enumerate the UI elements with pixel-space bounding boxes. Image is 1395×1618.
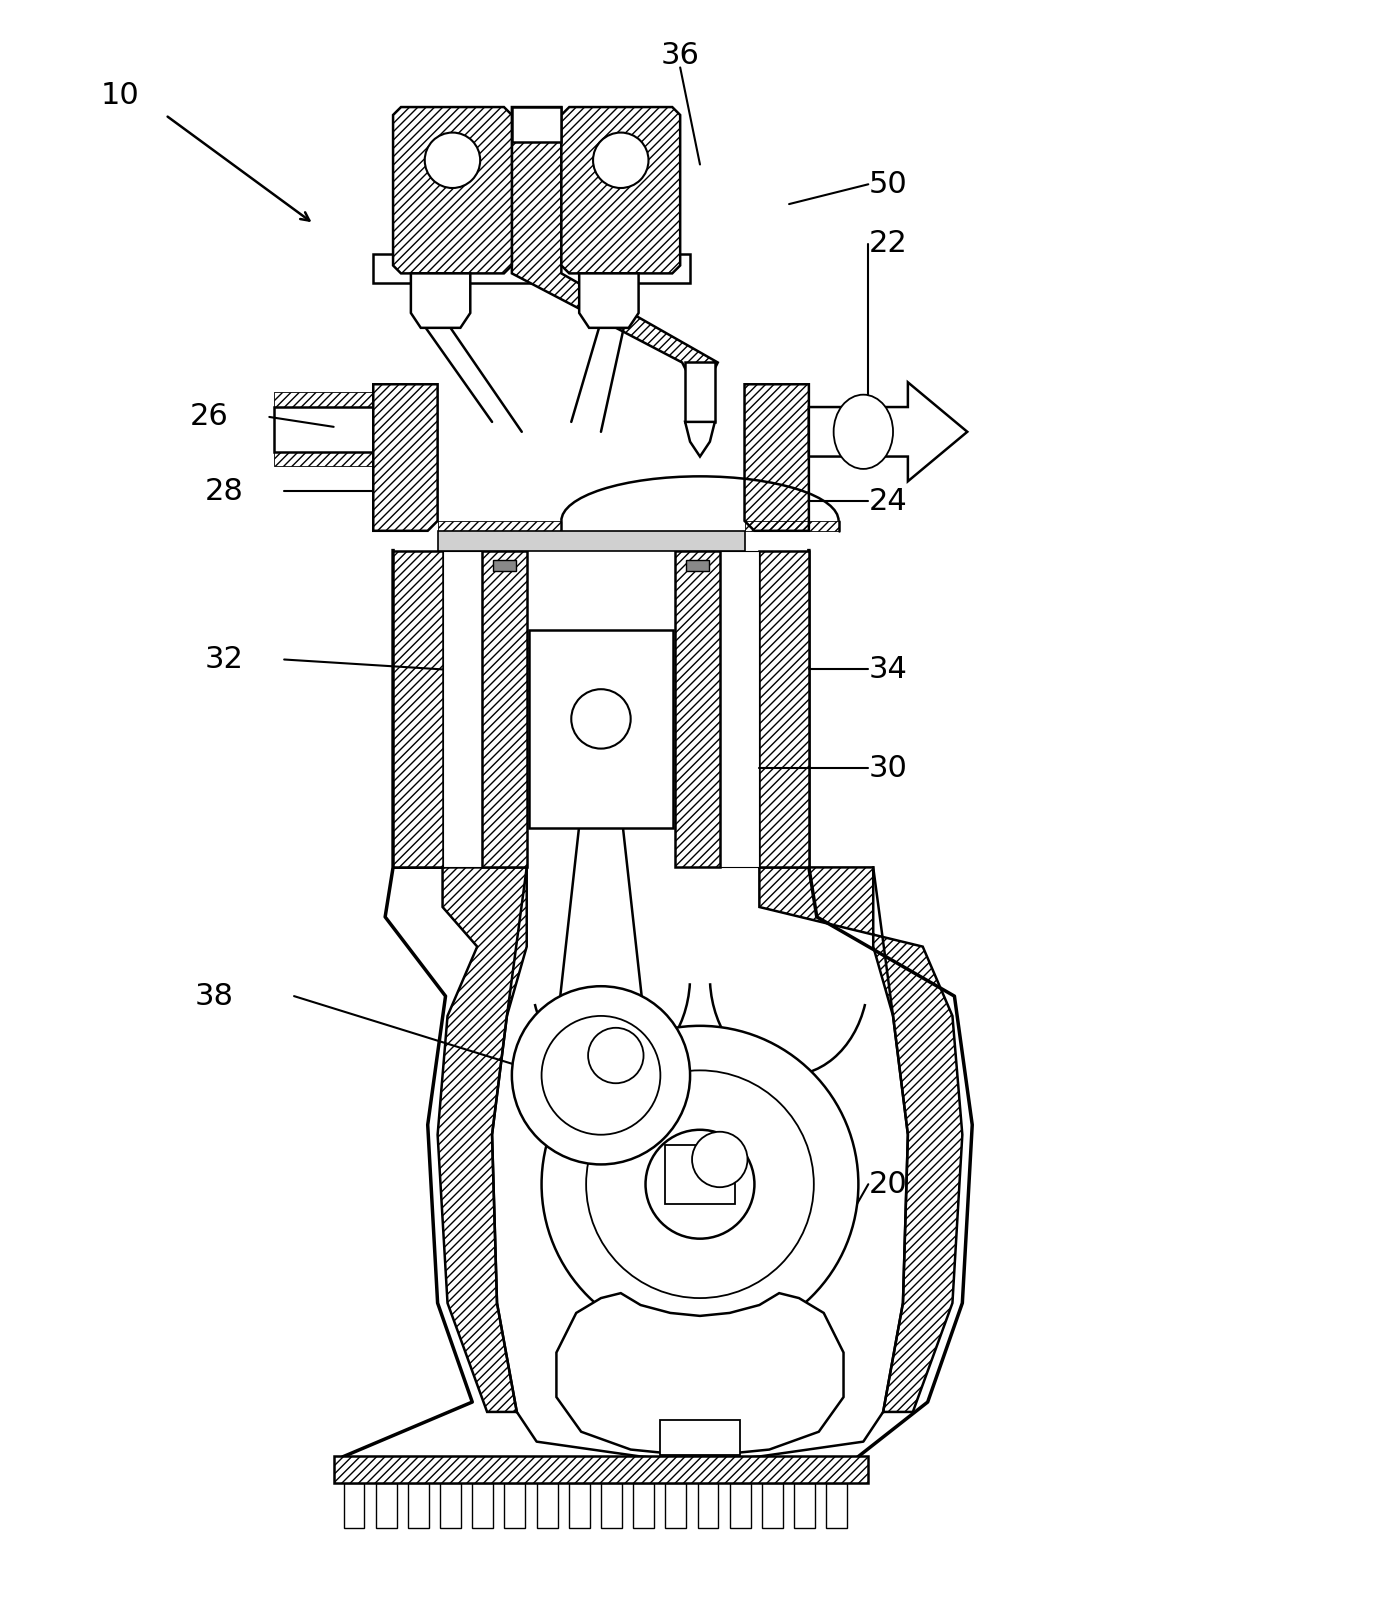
Polygon shape xyxy=(412,273,470,328)
Bar xyxy=(826,1484,847,1527)
Polygon shape xyxy=(579,273,639,328)
Bar xyxy=(665,1144,735,1204)
Circle shape xyxy=(646,1129,755,1239)
Text: 10: 10 xyxy=(100,81,140,110)
Polygon shape xyxy=(393,107,512,273)
Bar xyxy=(505,1484,526,1527)
Circle shape xyxy=(692,1131,748,1188)
Text: 30: 30 xyxy=(868,754,907,783)
Circle shape xyxy=(586,1071,813,1298)
Bar xyxy=(527,550,675,867)
Polygon shape xyxy=(809,382,967,481)
Text: 36: 36 xyxy=(661,40,700,70)
Bar xyxy=(685,560,710,571)
Bar xyxy=(375,1484,396,1527)
Bar xyxy=(665,1484,686,1527)
Circle shape xyxy=(541,1026,858,1343)
Bar xyxy=(512,107,561,142)
Bar xyxy=(473,1484,494,1527)
Circle shape xyxy=(572,689,631,749)
Polygon shape xyxy=(745,383,809,531)
Text: 38: 38 xyxy=(195,982,234,1011)
Circle shape xyxy=(541,1016,660,1134)
Polygon shape xyxy=(685,422,714,456)
Circle shape xyxy=(512,987,691,1165)
Bar xyxy=(537,1484,558,1527)
Bar xyxy=(483,550,527,867)
Bar xyxy=(698,1484,718,1527)
Bar xyxy=(343,1484,364,1527)
Bar xyxy=(685,362,714,422)
Polygon shape xyxy=(374,383,438,531)
Polygon shape xyxy=(557,1293,844,1455)
Bar xyxy=(492,560,516,571)
Text: 28: 28 xyxy=(205,477,244,506)
Circle shape xyxy=(593,133,649,188)
Bar xyxy=(569,1484,590,1527)
Bar xyxy=(438,531,745,550)
Bar xyxy=(759,550,809,867)
Text: 32: 32 xyxy=(205,646,244,675)
Text: 24: 24 xyxy=(868,487,907,516)
Bar xyxy=(529,629,674,828)
Bar xyxy=(660,1421,739,1455)
Polygon shape xyxy=(275,408,374,451)
Text: 34: 34 xyxy=(868,655,907,684)
Text: 22: 22 xyxy=(868,230,907,259)
Polygon shape xyxy=(561,107,681,273)
Bar xyxy=(439,1484,460,1527)
Bar xyxy=(794,1484,815,1527)
Bar xyxy=(633,1484,654,1527)
Circle shape xyxy=(424,133,480,188)
Bar xyxy=(675,550,720,867)
Bar xyxy=(333,1456,868,1484)
Polygon shape xyxy=(512,107,718,382)
Text: 26: 26 xyxy=(190,403,229,432)
Polygon shape xyxy=(393,867,527,1413)
Bar xyxy=(601,1484,622,1527)
Bar xyxy=(720,550,759,867)
Bar xyxy=(442,550,483,867)
Bar xyxy=(407,1484,428,1527)
Polygon shape xyxy=(759,867,963,1413)
Bar xyxy=(393,550,442,867)
Circle shape xyxy=(589,1027,643,1082)
Bar xyxy=(762,1484,783,1527)
Ellipse shape xyxy=(834,395,893,469)
Bar xyxy=(730,1484,751,1527)
Text: 50: 50 xyxy=(868,170,907,199)
Bar xyxy=(374,254,691,283)
Text: 20: 20 xyxy=(868,1170,907,1199)
